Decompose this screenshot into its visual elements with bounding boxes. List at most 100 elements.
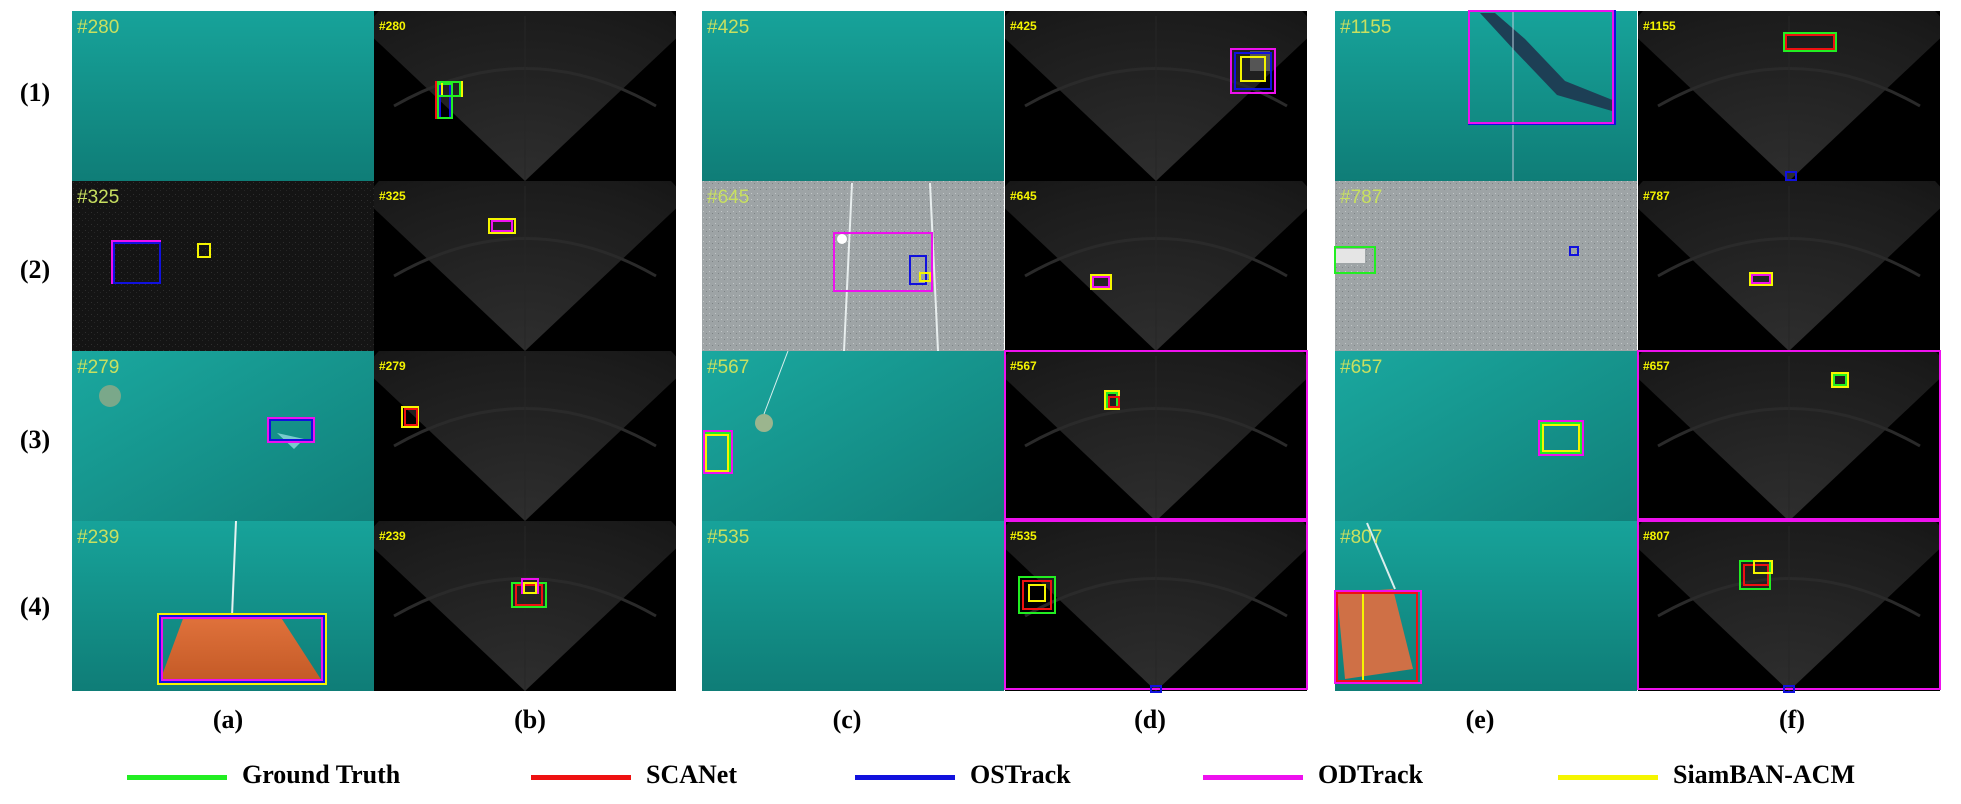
frame-number: #279 [77, 357, 119, 378]
image-panel: #657 [1335, 351, 1637, 521]
tracking-box [1637, 350, 1941, 520]
tracking-box [437, 83, 453, 119]
frame-number: #280 [77, 17, 119, 38]
tracking-box [1018, 576, 1056, 614]
frame-number: #425 [707, 17, 749, 38]
frame-number: #645 [707, 187, 749, 208]
image-panel: #807 [1334, 521, 1637, 691]
legend-swatch [531, 775, 631, 780]
image-panel: #325 [72, 181, 374, 351]
frame-number: #280 [379, 19, 406, 33]
row-label: (2) [19, 255, 51, 284]
image-panel: #787 [1334, 181, 1637, 351]
legend-swatch [855, 775, 955, 780]
tracking-box [488, 218, 516, 234]
row-label: (4) [19, 592, 51, 621]
tracking-box [1540, 422, 1582, 454]
column-label: (a) [212, 705, 244, 734]
tracking-box [1004, 350, 1308, 520]
legend-label: OSTrack [970, 760, 1071, 789]
tracking-box [1743, 564, 1769, 586]
frame-number: #787 [1643, 189, 1670, 203]
image-panel: #645 [702, 181, 1004, 351]
column-label: (b) [514, 705, 546, 734]
tracking-box [437, 81, 461, 97]
image-panel: #567 [702, 351, 1004, 521]
tracking-box [1092, 276, 1110, 288]
image-panel: #567 [1004, 350, 1308, 521]
column-label: (f) [1779, 705, 1805, 734]
tracking-box [1108, 396, 1120, 408]
image-panel: #535 [702, 521, 1004, 691]
tracking-box [159, 615, 325, 683]
tracking-box [523, 582, 537, 594]
column-label: (c) [832, 705, 862, 734]
frame-number: #657 [1643, 359, 1670, 373]
legend-label: SiamBAN-ACM [1673, 760, 1855, 789]
tracking-box [1240, 56, 1266, 82]
column-label: (d) [1134, 705, 1166, 734]
image-panel: #280 [374, 11, 676, 181]
image-panel: #239 [374, 521, 676, 691]
tracking-box [404, 408, 418, 426]
tracking-box [1753, 560, 1773, 574]
image-panel: #657 [1637, 350, 1941, 521]
tracking-box [1751, 274, 1771, 284]
tracking-box [833, 232, 933, 292]
frame-number: #425 [1010, 19, 1037, 33]
tracking-box [269, 419, 313, 441]
image-panel: #279 [374, 351, 676, 521]
tracking-box [1785, 34, 1835, 50]
frame-number: #1155 [1340, 17, 1391, 38]
tracking-box [1785, 171, 1797, 181]
frame-number: #325 [77, 187, 119, 208]
tracking-box [1831, 372, 1849, 388]
tracking-box [1334, 246, 1376, 274]
frame-number: #645 [1010, 189, 1037, 203]
tracking-box [491, 220, 513, 232]
tracking-box [1569, 246, 1579, 256]
tracking-box [113, 242, 161, 284]
image-panel: #425 [1005, 11, 1307, 181]
frame-number: #1155 [1643, 19, 1676, 33]
tracking-box [1090, 274, 1112, 290]
tracking-box [1230, 48, 1276, 94]
tracking-box [1028, 584, 1046, 602]
tracking-box [1749, 272, 1773, 286]
tracking-box [1637, 520, 1941, 690]
frame-number: #657 [1340, 357, 1382, 378]
frame-number: #787 [1340, 187, 1382, 208]
tracking-box [1783, 685, 1795, 693]
image-panel: #1155 [1335, 10, 1637, 181]
frame-number: #239 [379, 529, 406, 543]
image-panel: #239 [72, 521, 374, 691]
frame-number: #567 [707, 357, 749, 378]
row-label: (1) [19, 78, 51, 107]
frame-number: #239 [77, 527, 119, 548]
image-panel: #279 [72, 351, 374, 521]
frame-number: #535 [1010, 529, 1037, 543]
image-panel: #325 [374, 181, 676, 351]
tracking-box [157, 613, 327, 685]
legend-swatch [1558, 775, 1658, 780]
image-panel: #535 [1004, 520, 1308, 693]
tracking-box [1542, 424, 1580, 452]
column-label: (e) [1465, 705, 1495, 734]
tracking-box [1538, 420, 1584, 456]
tracking-box [703, 430, 733, 474]
legend-swatch [127, 775, 227, 780]
tracking-box [705, 434, 729, 472]
frame-number: #807 [1643, 529, 1670, 543]
tracking-box [1004, 520, 1308, 690]
frame-number: #807 [1340, 527, 1382, 548]
tracking-box [1336, 592, 1418, 682]
frame-number: #535 [707, 527, 749, 548]
image-panel: #645 [1005, 181, 1307, 351]
legend-label: Ground Truth [242, 760, 401, 789]
legend: Ground Truth SCANet OSTrack ODTrack Siam… [0, 758, 1961, 798]
legend-label: SCANet [646, 760, 737, 789]
frame-number: #567 [1010, 359, 1037, 373]
legend-label: ODTrack [1318, 760, 1423, 789]
tracking-box [919, 272, 931, 282]
tracking-box [1833, 374, 1847, 386]
